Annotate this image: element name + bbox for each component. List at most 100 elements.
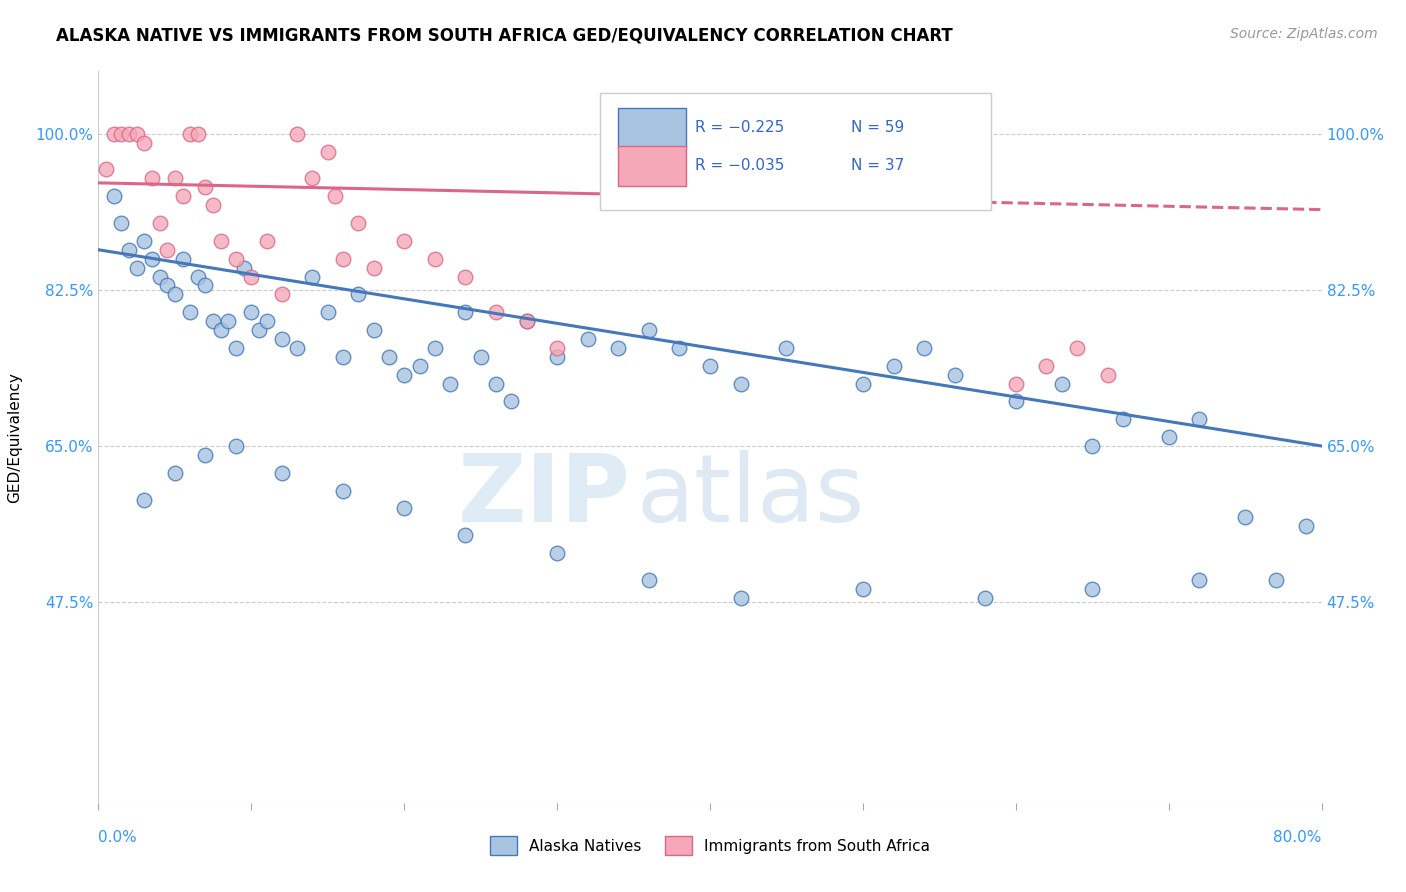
Point bbox=[94, 162, 117, 177]
Point bbox=[149, 216, 172, 230]
Point bbox=[194, 448, 217, 462]
Point bbox=[1188, 573, 1211, 587]
Point bbox=[301, 269, 323, 284]
Text: 80.0%: 80.0% bbox=[1274, 830, 1322, 845]
Point bbox=[270, 466, 294, 480]
Point bbox=[1097, 368, 1119, 382]
Point bbox=[392, 368, 416, 382]
Point bbox=[332, 350, 354, 364]
Text: R = −0.225: R = −0.225 bbox=[696, 120, 785, 136]
Point bbox=[172, 189, 194, 203]
Point bbox=[225, 341, 247, 355]
Point bbox=[392, 234, 416, 248]
Point bbox=[187, 127, 209, 141]
Point bbox=[1004, 394, 1026, 409]
Legend: Alaska Natives, Immigrants from South Africa: Alaska Natives, Immigrants from South Af… bbox=[484, 830, 936, 861]
Point bbox=[332, 252, 354, 266]
Point bbox=[316, 145, 339, 159]
Point bbox=[1188, 412, 1211, 426]
Point bbox=[134, 136, 156, 150]
Point bbox=[974, 591, 997, 605]
Point bbox=[156, 278, 179, 293]
Y-axis label: GED/Equivalency: GED/Equivalency bbox=[7, 372, 21, 502]
Point bbox=[103, 189, 125, 203]
Point bbox=[187, 269, 209, 284]
Point bbox=[156, 243, 179, 257]
Point bbox=[134, 234, 156, 248]
Point bbox=[316, 305, 339, 319]
Point bbox=[470, 350, 492, 364]
FancyBboxPatch shape bbox=[619, 146, 686, 186]
Point bbox=[301, 171, 323, 186]
Point bbox=[485, 376, 508, 391]
Point bbox=[378, 350, 401, 364]
Point bbox=[454, 269, 477, 284]
Point bbox=[325, 189, 347, 203]
Point bbox=[240, 269, 263, 284]
Point bbox=[163, 466, 186, 480]
Point bbox=[141, 252, 163, 266]
Text: N = 59: N = 59 bbox=[851, 120, 904, 136]
Point bbox=[454, 305, 477, 319]
Point bbox=[163, 287, 186, 301]
Point bbox=[232, 260, 254, 275]
Point bbox=[546, 546, 568, 560]
Point bbox=[285, 341, 308, 355]
Point bbox=[1234, 510, 1257, 524]
Point bbox=[516, 314, 538, 328]
Point bbox=[730, 376, 752, 391]
Point bbox=[516, 314, 538, 328]
Point bbox=[423, 252, 446, 266]
Point bbox=[775, 341, 797, 355]
Point bbox=[125, 260, 148, 275]
Point bbox=[256, 314, 278, 328]
Point bbox=[194, 180, 217, 194]
Point bbox=[332, 483, 354, 498]
Point bbox=[179, 127, 201, 141]
Point bbox=[141, 171, 163, 186]
Point bbox=[1264, 573, 1286, 587]
Point bbox=[217, 314, 239, 328]
Text: ALASKA NATIVE VS IMMIGRANTS FROM SOUTH AFRICA GED/EQUIVALENCY CORRELATION CHART: ALASKA NATIVE VS IMMIGRANTS FROM SOUTH A… bbox=[56, 27, 953, 45]
Point bbox=[363, 260, 385, 275]
Point bbox=[256, 234, 278, 248]
Text: atlas: atlas bbox=[637, 450, 865, 541]
Point bbox=[118, 127, 141, 141]
Point bbox=[392, 501, 416, 516]
Text: 0.0%: 0.0% bbox=[98, 830, 138, 845]
Point bbox=[209, 234, 232, 248]
Point bbox=[270, 332, 294, 346]
Point bbox=[285, 127, 308, 141]
Point bbox=[852, 376, 875, 391]
Point bbox=[454, 528, 477, 542]
Text: Source: ZipAtlas.com: Source: ZipAtlas.com bbox=[1230, 27, 1378, 41]
Point bbox=[110, 127, 132, 141]
Point bbox=[423, 341, 446, 355]
Point bbox=[347, 287, 370, 301]
Point bbox=[110, 216, 132, 230]
Point bbox=[576, 332, 599, 346]
Point bbox=[163, 171, 186, 186]
Point bbox=[363, 323, 385, 337]
Point bbox=[546, 341, 568, 355]
Point bbox=[225, 439, 247, 453]
Point bbox=[225, 252, 247, 266]
Point bbox=[1050, 376, 1073, 391]
Point bbox=[270, 287, 294, 301]
Point bbox=[149, 269, 172, 284]
Point bbox=[1295, 519, 1317, 533]
Point bbox=[1081, 582, 1104, 596]
Point bbox=[439, 376, 461, 391]
Point bbox=[172, 252, 194, 266]
Point bbox=[668, 341, 690, 355]
Point bbox=[347, 216, 370, 230]
Point bbox=[943, 368, 966, 382]
Point bbox=[1157, 430, 1180, 444]
FancyBboxPatch shape bbox=[600, 94, 991, 211]
Point bbox=[118, 243, 141, 257]
Point bbox=[912, 341, 935, 355]
Point bbox=[408, 359, 430, 373]
Point bbox=[637, 323, 661, 337]
Point bbox=[247, 323, 270, 337]
Point bbox=[485, 305, 508, 319]
